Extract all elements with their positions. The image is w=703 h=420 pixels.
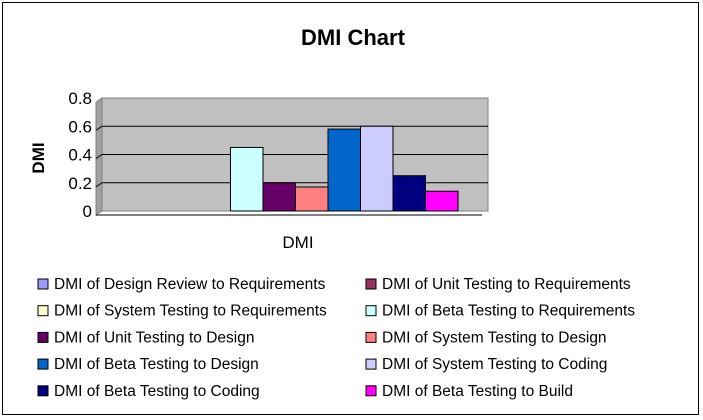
legend: DMI of Design Review to Requirements DMI … xyxy=(37,276,635,400)
bar-9 xyxy=(425,190,459,212)
legend-swatch xyxy=(37,385,49,397)
y-tick-label: 0.6 xyxy=(68,117,92,136)
legend-label: DMI of Beta Testing to Design xyxy=(54,356,259,373)
chart-canvas: DMI Chart 0 0.2 0.4 0.6 0.8 DMI DMI DMI of D… xyxy=(29,25,635,400)
legend-label: DMI of Beta Testing to Requirements xyxy=(382,303,635,320)
plot-area xyxy=(95,97,489,216)
legend-label: DMI of Unit Testing to Design xyxy=(54,329,254,346)
legend-swatch xyxy=(37,305,49,317)
legend-label: DMI of Beta Testing to Build xyxy=(382,383,573,400)
gridline-side xyxy=(95,182,103,188)
chart-frame: DMI Chart 0 0.2 0.4 0.6 0.8 DMI DMI DMI of D… xyxy=(2,2,699,415)
legend-swatch xyxy=(365,385,377,397)
legend-label: DMI of System Testing to Coding xyxy=(382,356,607,373)
chart-title: DMI Chart xyxy=(301,25,406,50)
legend-label: DMI of Design Review to Requirements xyxy=(54,276,326,293)
legend-swatch xyxy=(37,278,49,290)
bar-4 xyxy=(262,182,296,212)
y-axis-title: DMI xyxy=(29,142,48,173)
legend-label: DMI of System Testing to Design xyxy=(382,329,607,346)
legend-label: DMI of Beta Testing to Coding xyxy=(54,383,260,400)
legend-swatch xyxy=(365,305,377,317)
legend-swatch xyxy=(365,278,377,290)
bar-3 xyxy=(230,146,264,212)
bar-8 xyxy=(392,175,426,212)
legend-swatch xyxy=(365,358,377,370)
gridline-side xyxy=(95,125,103,131)
y-tick-label: 0.8 xyxy=(68,89,92,108)
y-axis-ticks: 0 0.2 0.4 0.6 0.8 xyxy=(68,89,92,221)
y-tick-label: 0 xyxy=(83,202,92,221)
legend-label: DMI of Unit Testing to Requirements xyxy=(382,276,631,293)
legend-label: DMI of System Testing to Requirements xyxy=(54,303,327,320)
legend-swatch xyxy=(37,331,49,343)
y-tick-label: 0.2 xyxy=(68,174,92,193)
y-tick-label: 0.4 xyxy=(68,146,92,165)
gridline-side xyxy=(95,154,103,159)
bar-6 xyxy=(327,128,361,212)
bar-5 xyxy=(295,186,329,212)
legend-swatch xyxy=(37,358,49,370)
bar-7 xyxy=(360,125,394,212)
x-category-label: DMI xyxy=(282,233,313,252)
legend-swatch xyxy=(365,331,377,343)
